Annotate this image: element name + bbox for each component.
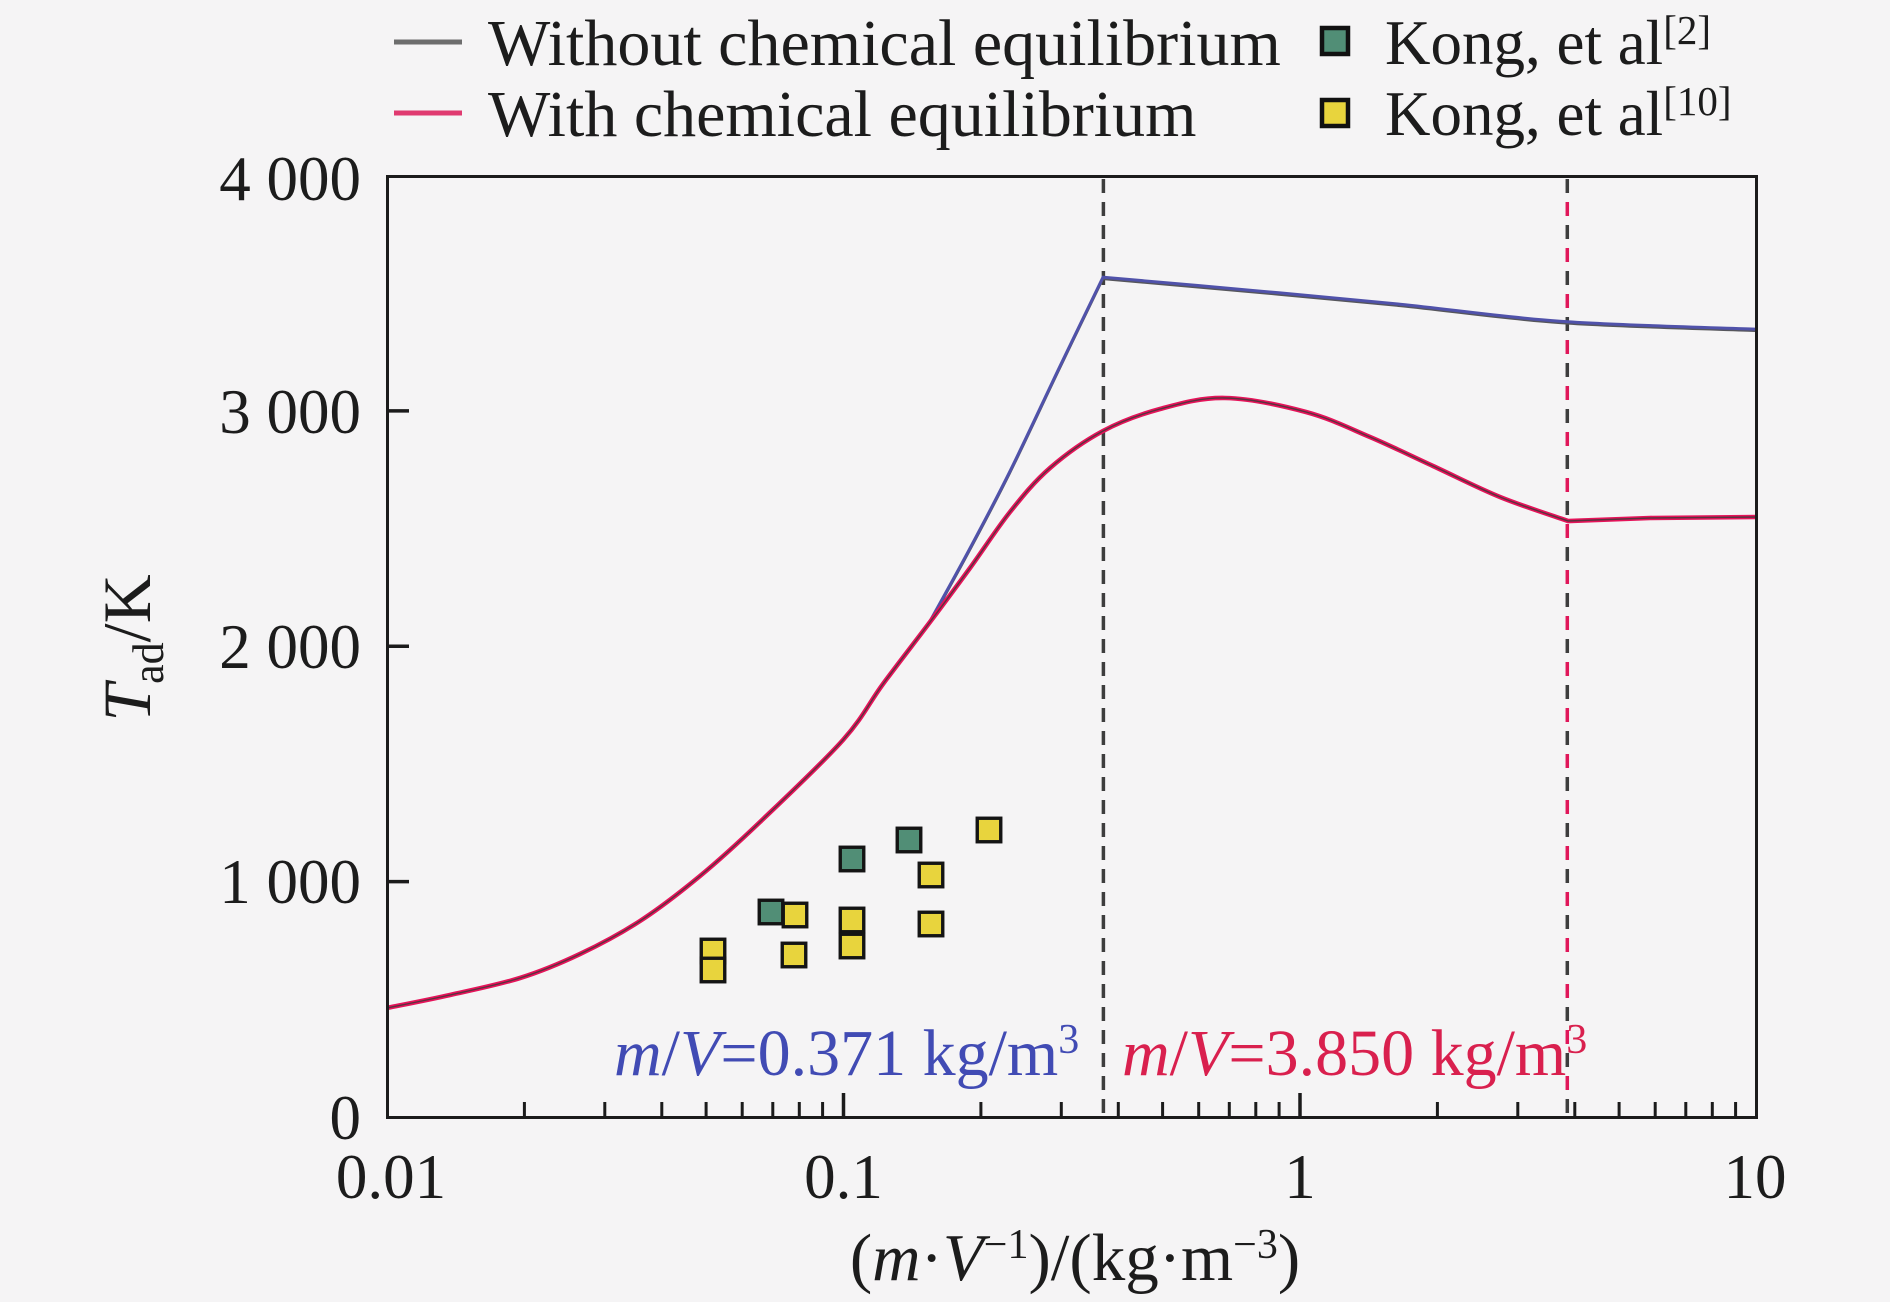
svg-text:0.1: 0.1 (804, 1142, 883, 1212)
svg-text:Tad/K: Tad/K (89, 574, 173, 721)
svg-text:With chemical equilibrium: With chemical equilibrium (488, 78, 1196, 151)
svg-text:10: 10 (1724, 1142, 1787, 1212)
svg-text:1: 1 (1284, 1142, 1316, 1212)
svg-text:Without chemical equilibrium: Without chemical equilibrium (488, 7, 1281, 80)
svg-text:m/V=3.850 kg/m3: m/V=3.850 kg/m3 (1122, 1017, 1587, 1090)
svg-text:(m·V−1)/(kg·m−3): (m·V−1)/(kg·m−3) (850, 1221, 1300, 1295)
svg-text:2 000: 2 000 (219, 612, 361, 682)
svg-text:Kong, et al[2]: Kong, et al[2] (1385, 7, 1711, 78)
svg-text:0: 0 (330, 1083, 362, 1153)
svg-text:4 000: 4 000 (219, 144, 361, 214)
svg-text:1 000: 1 000 (219, 847, 361, 917)
svg-text:0.01: 0.01 (336, 1142, 446, 1212)
svg-text:3 000: 3 000 (219, 377, 361, 447)
svg-text:m/V=0.371 kg/m3: m/V=0.371 kg/m3 (614, 1017, 1079, 1090)
